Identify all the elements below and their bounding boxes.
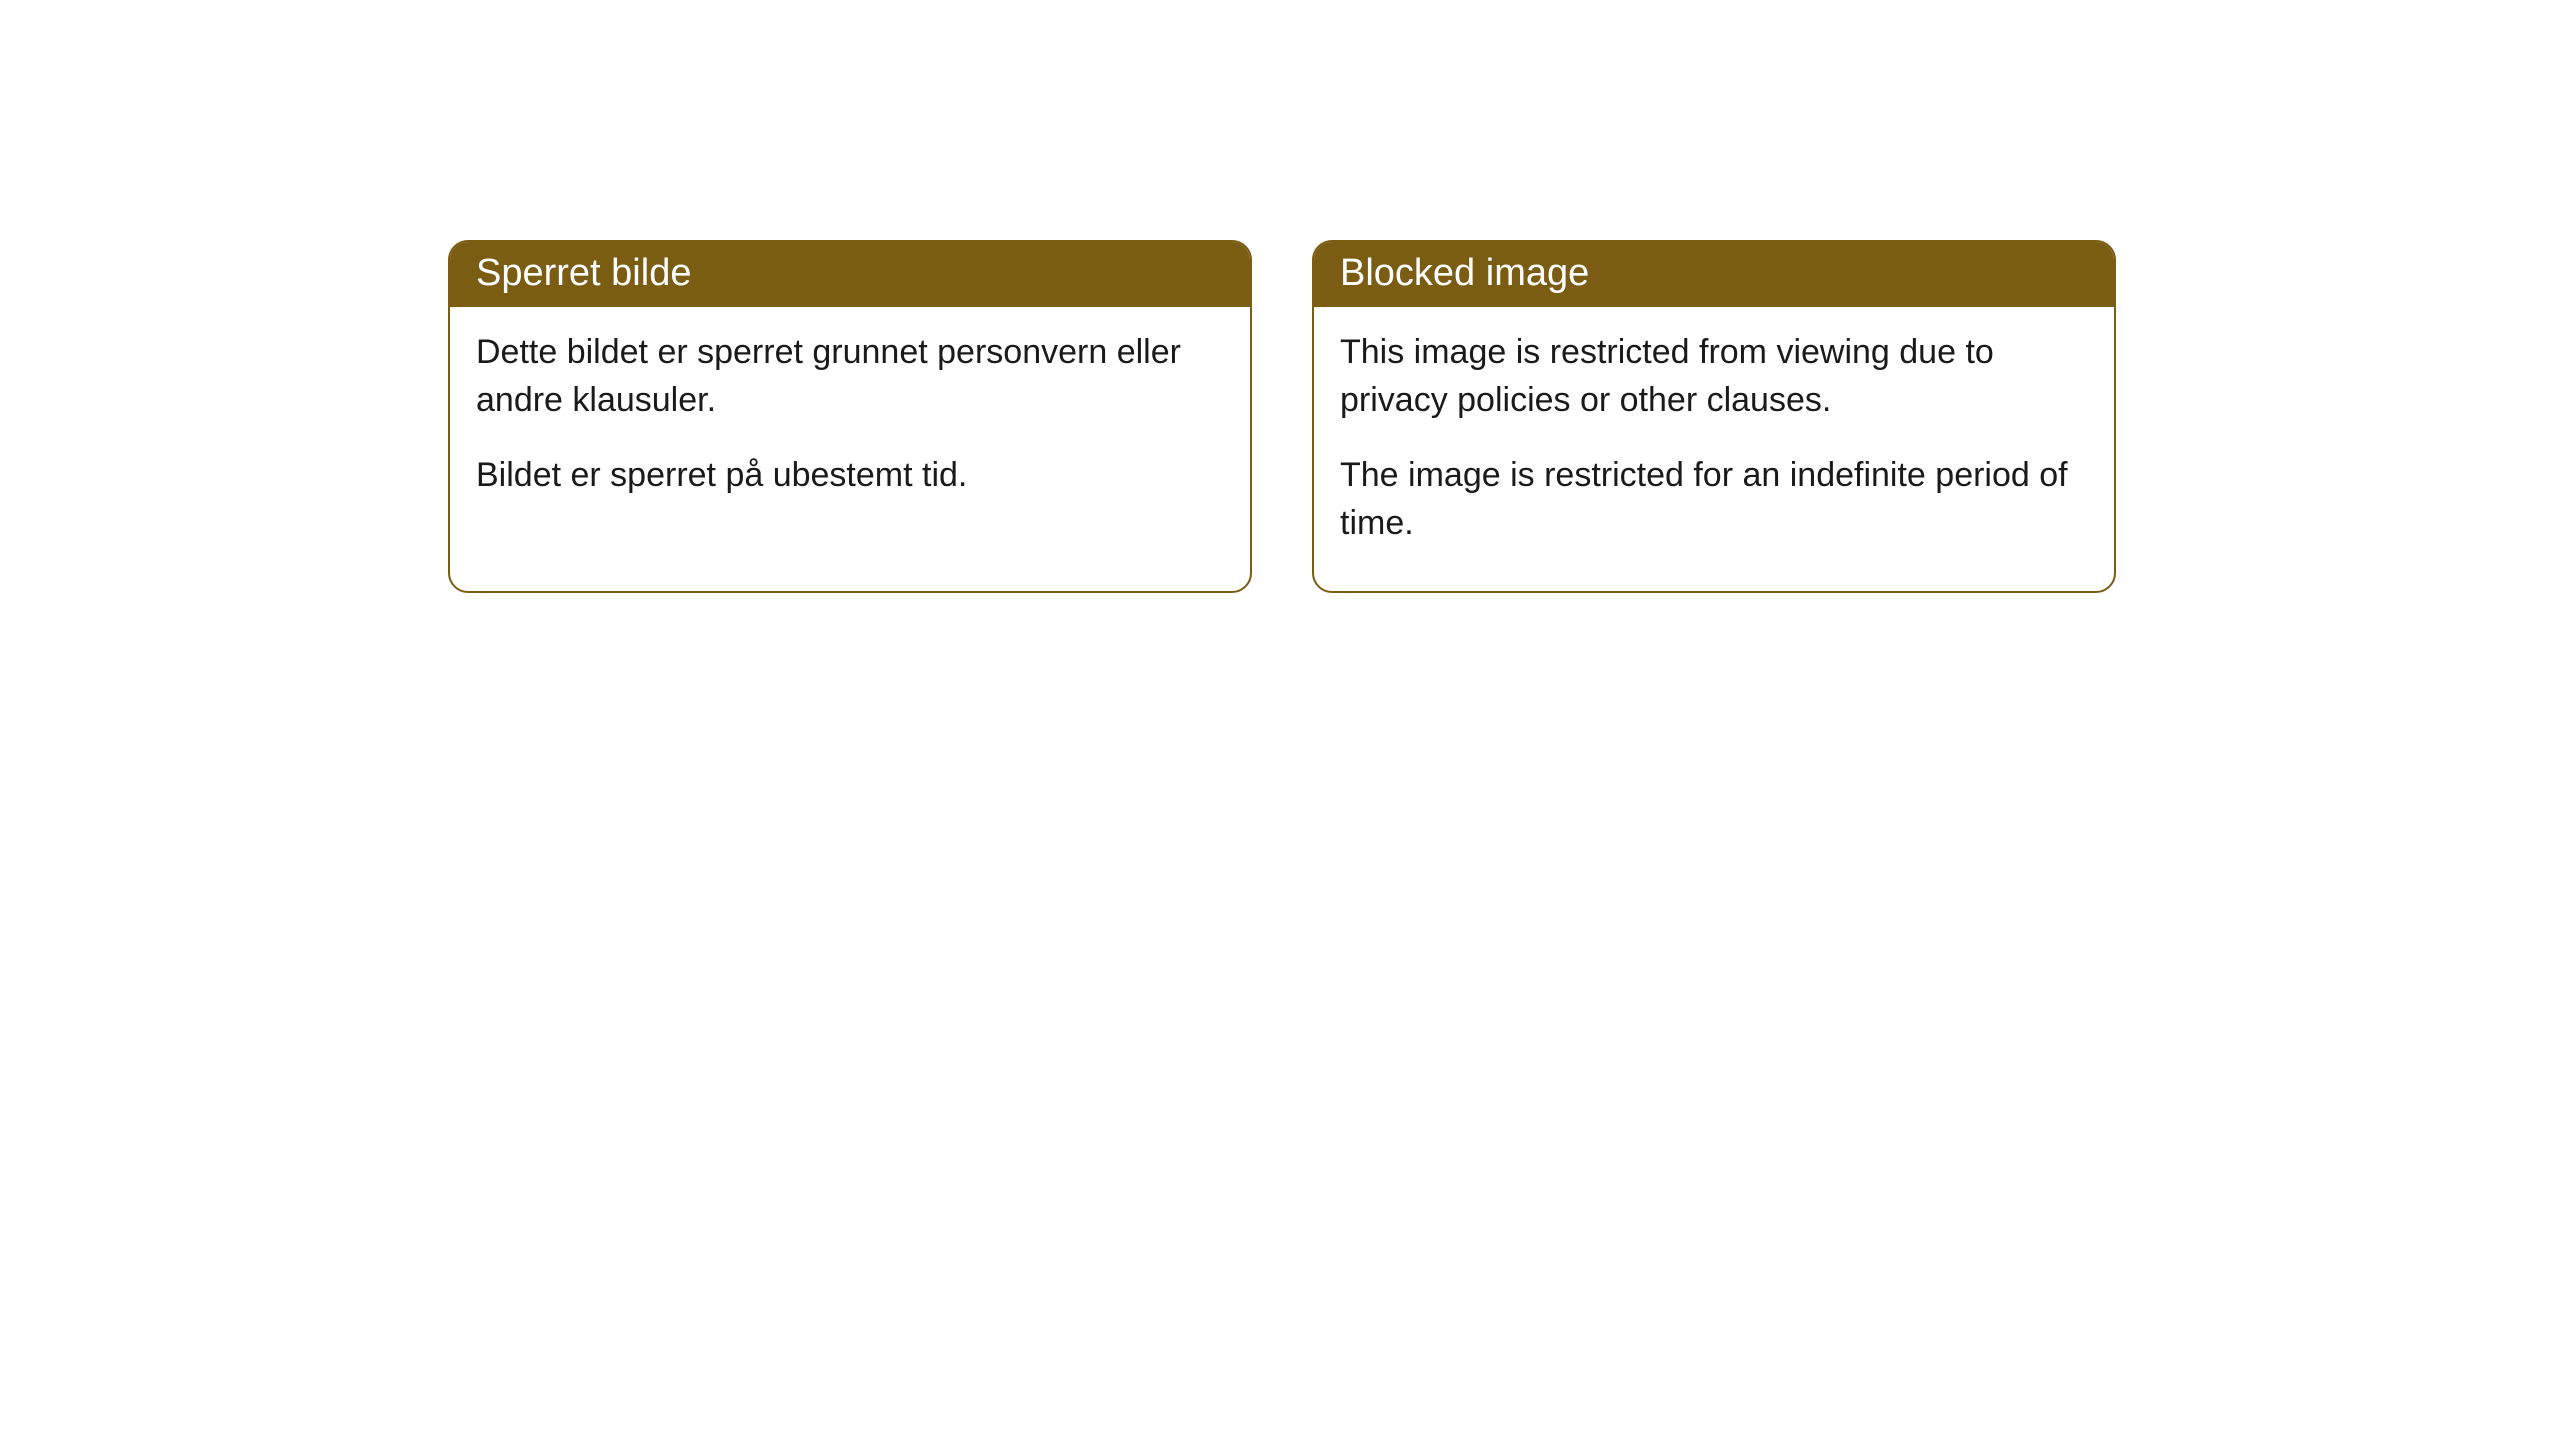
card-header: Sperret bilde: [450, 242, 1250, 307]
blocked-image-card-english: Blocked image This image is restricted f…: [1312, 240, 2116, 593]
card-header: Blocked image: [1314, 242, 2114, 307]
card-container: Sperret bilde Dette bildet er sperret gr…: [448, 240, 2116, 593]
card-paragraph-1: Dette bildet er sperret grunnet personve…: [476, 329, 1224, 424]
card-body: Dette bildet er sperret grunnet personve…: [450, 307, 1250, 544]
card-paragraph-2: The image is restricted for an indefinit…: [1340, 452, 2088, 547]
card-paragraph-1: This image is restricted from viewing du…: [1340, 329, 2088, 424]
card-body: This image is restricted from viewing du…: [1314, 307, 2114, 591]
blocked-image-card-norwegian: Sperret bilde Dette bildet er sperret gr…: [448, 240, 1252, 593]
card-paragraph-2: Bildet er sperret på ubestemt tid.: [476, 452, 1224, 500]
